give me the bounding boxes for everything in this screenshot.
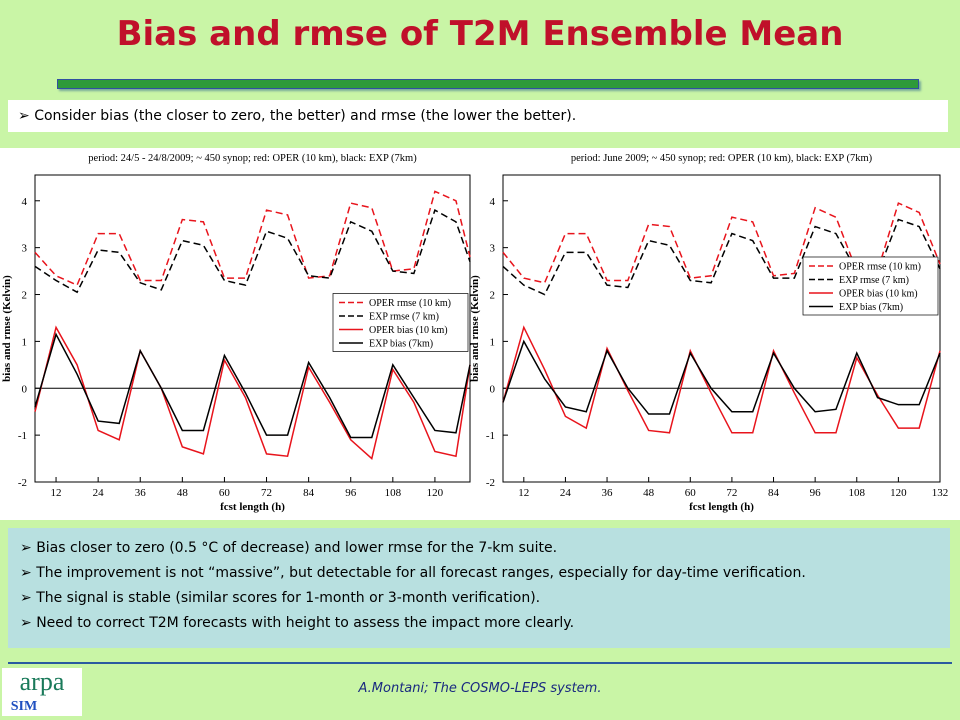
bullet: ➢ Bias closer to zero (0.5 °C of decreas… (20, 540, 558, 556)
footer-rule (8, 662, 952, 664)
y-tick-label: 3 (490, 243, 496, 255)
intro-box: ➢ Consider bias (the closer to zero, the… (8, 100, 948, 132)
intro-text: Consider bias (the closer to zero, the b… (34, 108, 577, 124)
chart-panel (0, 148, 960, 520)
chart-title: period: June 2009; ~ 450 synop; red: OPE… (571, 153, 873, 164)
series-line (34, 325, 471, 460)
bullet-text: Bias closer to zero (0.5 °C of decrease)… (36, 540, 558, 556)
plot-frame (34, 174, 471, 483)
bullet: ➢ The improvement is not “massive”, but … (20, 565, 806, 581)
y-tick-label: 4 (22, 196, 28, 208)
bullet-text: The improvement is not “massive”, but de… (36, 565, 806, 581)
series-line (502, 202, 941, 284)
y-axis-label: bias and rmse (Kelvin) (1, 275, 13, 382)
y-tick-label: 1 (22, 336, 28, 348)
bullet-text: The signal is stable (similar scores for… (36, 590, 541, 606)
x-tick-label: 12 (51, 487, 62, 499)
y-axis-label: bias and rmse (Kelvin) (469, 275, 481, 382)
legend-label: OPER bias (10 km) (839, 289, 918, 300)
y-tick-label: -1 (486, 430, 495, 442)
legend: OPER rmse (10 km) EXP rmse (7 km) OPER bia… (802, 256, 939, 316)
legend-box (332, 293, 469, 352)
logo-bg (2, 668, 82, 716)
x-tick-label: 108 (385, 487, 402, 499)
x-tick-label: 36 (602, 487, 614, 499)
logo-bottom: SIM (11, 699, 37, 714)
notes-box: ➢ Bias closer to zero (0.5 °C of decreas… (8, 528, 950, 648)
y-tick-label: 0 (490, 383, 496, 395)
x-tick-label: 120 (427, 487, 444, 499)
legend-label: EXP rmse (7 km) (369, 312, 439, 323)
y-tick-label: 1 (490, 336, 496, 348)
x-tick-label: 84 (768, 487, 780, 499)
x-tick-label: 36 (135, 487, 147, 499)
legend-label: EXP bias (7km) (369, 339, 433, 350)
x-tick-label: 120 (890, 487, 907, 499)
x-tick-label: 84 (303, 487, 315, 499)
x-tick-label: 72 (726, 487, 737, 499)
y-tick-label: 0 (22, 383, 28, 395)
x-tick-label: 72 (261, 487, 272, 499)
charts: period: 24/5 - 24/8/2009; ~ 450 synop; r… (0, 148, 960, 520)
x-tick-label: 96 (810, 487, 822, 499)
y-tick-label: 2 (22, 290, 28, 302)
x-axis-label: fcst length (h) (689, 501, 754, 513)
x-tick-label: 12 (518, 487, 529, 499)
x-tick-label: 24 (93, 487, 105, 499)
legend-label: EXP bias (7km) (839, 302, 903, 313)
y-tick-label: -1 (18, 430, 27, 442)
x-tick-label: 48 (643, 487, 655, 499)
legend-label: EXP rmse (7 km) (839, 275, 909, 286)
y-tick-label: 2 (490, 290, 496, 302)
x-tick-label: 24 (560, 487, 572, 499)
legend-label: OPER bias (10 km) (369, 325, 448, 336)
series-line (502, 339, 941, 415)
x-axis-label: fcst length (h) (220, 501, 285, 513)
footer: A.Montani; The COSMO-LEPS system. (358, 681, 602, 696)
logo-top: arpa (20, 668, 65, 696)
series-line (34, 332, 471, 439)
legend-box (802, 256, 939, 316)
slide-title: Bias and rmse of T2M Ensemble Mean (116, 14, 844, 54)
x-tick-label: 60 (219, 487, 231, 499)
y-tick-label: 3 (22, 243, 28, 255)
title-rule (57, 79, 919, 89)
bullet-text: Need to correct T2M forecasts with heigh… (36, 615, 575, 631)
logo: arpa SIM (2, 668, 82, 716)
x-tick-label: 48 (177, 487, 189, 499)
y-tick-label: 4 (490, 196, 496, 208)
bullet: ➢ The signal is stable (similar scores f… (20, 590, 541, 606)
bullet: ➢ Need to correct T2M forecasts with hei… (20, 615, 575, 631)
x-tick-label: 132 (932, 487, 949, 499)
series-line (34, 209, 471, 294)
y-tick-label: -2 (486, 477, 495, 489)
x-tick-label: 96 (345, 487, 357, 499)
legend: OPER rmse (10 km) EXP rmse (7 km) OPER bia… (332, 293, 469, 352)
x-tick-label: 60 (685, 487, 697, 499)
y-tick-label: -2 (18, 477, 27, 489)
x-tick-label: 108 (849, 487, 866, 499)
legend-label: OPER rmse (10 km) (839, 262, 921, 273)
plot-frame (502, 174, 941, 483)
legend-label: OPER rmse (10 km) (369, 298, 451, 309)
chart-title: period: 24/5 - 24/8/2009; ~ 450 synop; r… (88, 153, 417, 164)
